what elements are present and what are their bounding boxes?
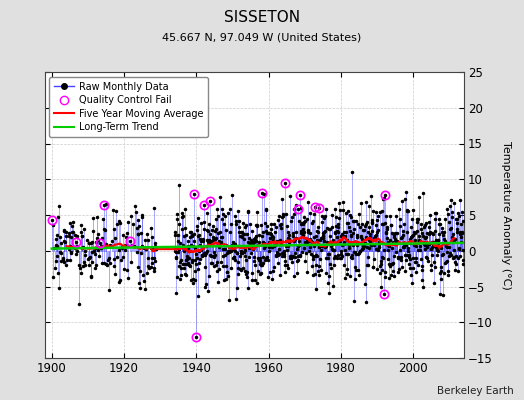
Text: 45.667 N, 97.049 W (United States): 45.667 N, 97.049 W (United States) [162, 32, 362, 42]
Y-axis label: Temperature Anomaly (°C): Temperature Anomaly (°C) [501, 141, 511, 289]
Text: SISSETON: SISSETON [224, 10, 300, 25]
Text: Berkeley Earth: Berkeley Earth [437, 386, 514, 396]
Legend: Raw Monthly Data, Quality Control Fail, Five Year Moving Average, Long-Term Tren: Raw Monthly Data, Quality Control Fail, … [49, 77, 208, 137]
